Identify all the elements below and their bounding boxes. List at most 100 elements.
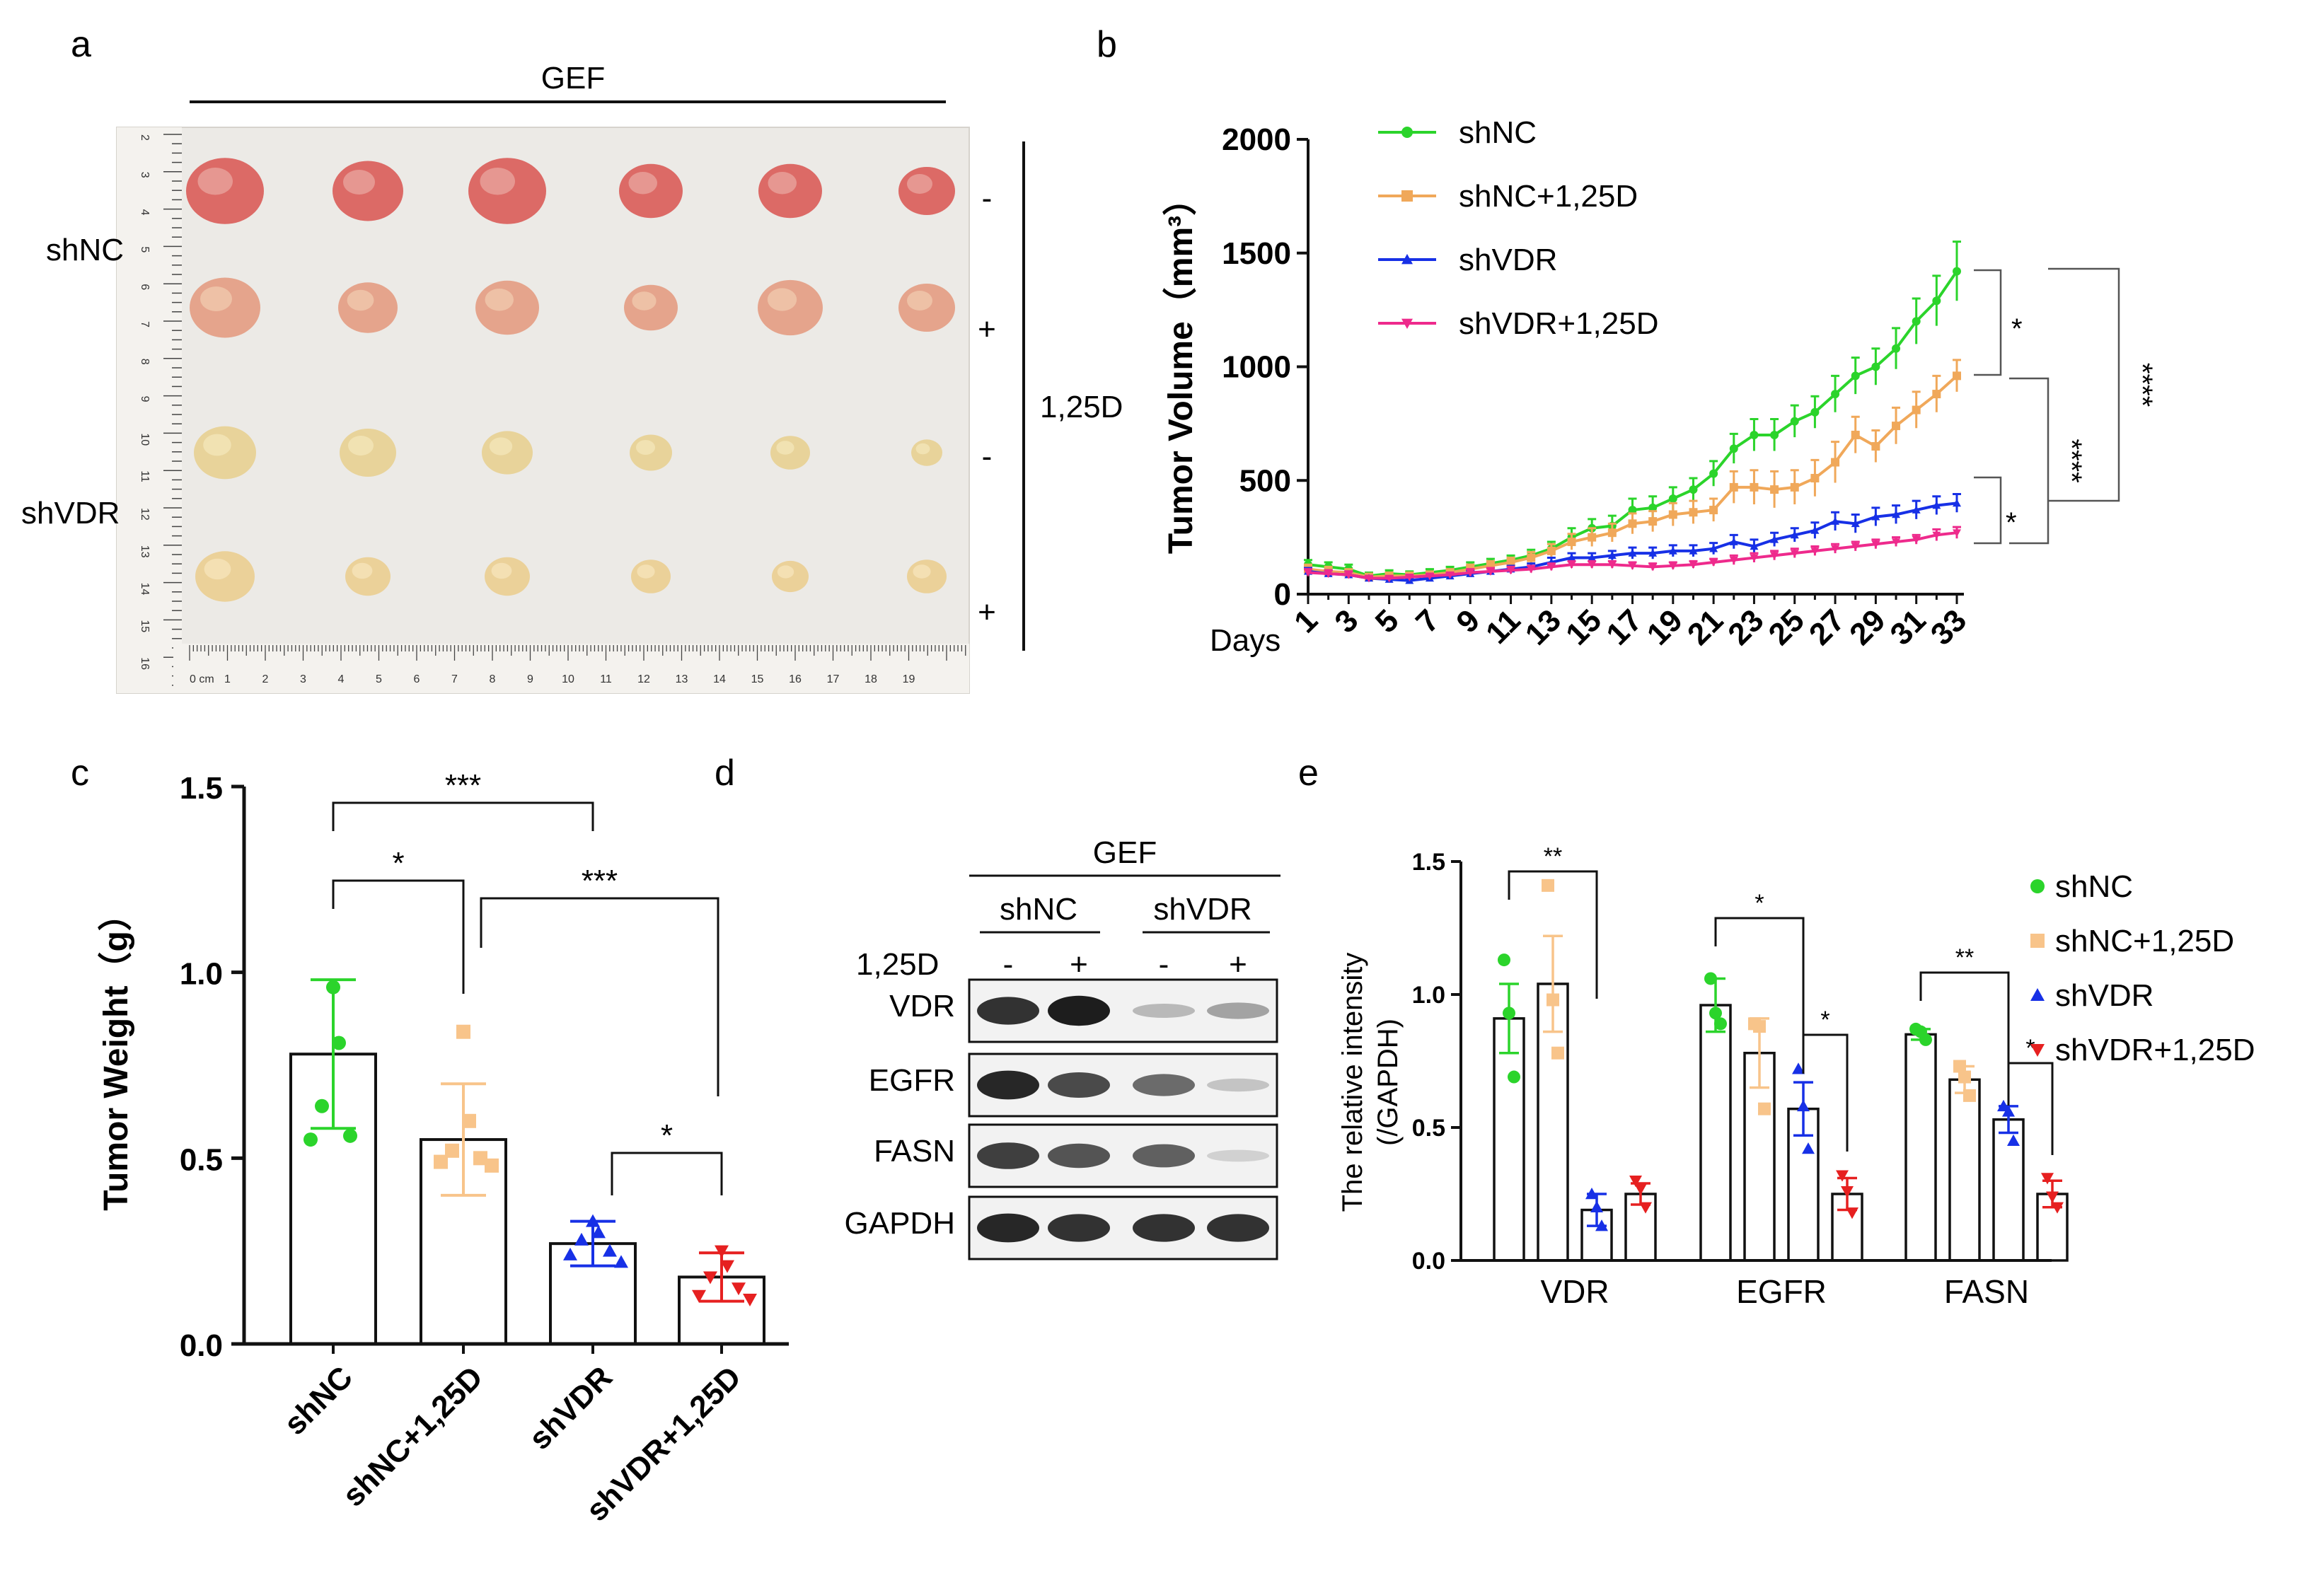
b-sig-1-label: * [2011, 313, 2023, 344]
e-sig-1-label: ** [1544, 843, 1562, 870]
b-sig-1 [1974, 269, 2002, 376]
c-ytick: 0.5 [180, 1142, 223, 1177]
d-blot-GAPDH: GAPDH [845, 1195, 1278, 1260]
e-point [1639, 1202, 1652, 1214]
e-point [1919, 1033, 1932, 1046]
b-point [1588, 561, 1597, 569]
b-point [1831, 545, 1840, 553]
gef-title-a: GEF [541, 61, 605, 95]
ruler-bottom-tick: 4 [338, 673, 345, 685]
b-ytick: 0 [1274, 577, 1291, 612]
e-point [2046, 1191, 2059, 1203]
d-band [1207, 1002, 1269, 1019]
e-point [1792, 1062, 1805, 1074]
b-xtick: 1 [1288, 603, 1324, 639]
b-point [1729, 444, 1738, 453]
d-band [977, 1213, 1039, 1243]
ruler-left-tick: 11 [139, 470, 151, 482]
b-point [1729, 556, 1738, 564]
c-point [343, 1128, 357, 1143]
treatment-mark-row2: + [978, 312, 996, 347]
b-point [1953, 371, 1961, 381]
b-point [1486, 568, 1495, 576]
c-xtick: shVDR [522, 1359, 619, 1456]
e-legend-marker [2030, 934, 2045, 948]
b-point [1750, 482, 1759, 492]
e-sig-5-label: * [2025, 1035, 2035, 1062]
b-point [1770, 485, 1779, 494]
b-xtick: 33 [1924, 603, 1973, 651]
e-group-VDR [1493, 879, 1657, 1262]
b-ytick: 500 [1239, 463, 1291, 498]
b-point [1729, 482, 1738, 492]
e-point [1802, 1142, 1815, 1154]
c-significance: ******** [332, 768, 723, 1195]
c-ytick: 1.0 [180, 957, 223, 992]
b-point [1932, 390, 1941, 399]
c-point [445, 1143, 459, 1158]
b-point [1689, 561, 1698, 569]
b-point [1851, 371, 1860, 381]
b-point [1851, 543, 1860, 551]
b-point [1953, 499, 1961, 507]
b-point [1871, 540, 1880, 549]
b-point [1668, 510, 1677, 519]
c-sig-4-label: * [661, 1118, 673, 1153]
c-group-shNC+1,25D [420, 1024, 507, 1345]
d-band [1207, 1214, 1269, 1242]
e-sig-2-label: * [1754, 890, 1764, 917]
e-sig-2 [1714, 917, 1805, 1045]
b-point [1790, 530, 1799, 539]
ruler-bottom-tick: 18 [865, 673, 877, 685]
b-legend-marker [1401, 318, 1413, 329]
b-point [1709, 506, 1718, 515]
b-point [1912, 536, 1921, 544]
e-xtick: VDR [1540, 1273, 1609, 1310]
b-point [1750, 554, 1759, 562]
b-point [1750, 430, 1759, 439]
e-ytick: 0.0 [1412, 1248, 1445, 1275]
b-point [1648, 563, 1658, 572]
c-group-shNC [289, 978, 377, 1345]
b-point [1628, 562, 1637, 570]
b-point [1871, 512, 1880, 521]
e-sig-4-label: ** [1955, 944, 1974, 971]
c-point [485, 1158, 499, 1173]
b-point [1912, 506, 1921, 514]
e-point [2007, 1134, 2020, 1146]
b-point [1344, 571, 1353, 579]
e-legend-label: shNC [2055, 869, 2133, 904]
d-band [1133, 1214, 1195, 1242]
ruler-bottom-tick: 5 [376, 673, 382, 685]
ruler-left-tick: 7 [139, 321, 151, 327]
e-legend-label: shNC+1,25D [2055, 924, 2234, 958]
d-blot-label: EGFR [869, 1063, 955, 1098]
b-point [1405, 574, 1414, 581]
c-point [563, 1247, 577, 1260]
b-series-shVDR+1,25D [1304, 526, 1961, 583]
e-sig-3 [1802, 1033, 1849, 1152]
b-point [1324, 570, 1333, 579]
c-sig-3 [480, 897, 719, 1096]
b-point [1790, 482, 1799, 492]
d-lane-mark: + [1229, 947, 1247, 982]
e-bar [1948, 1078, 1981, 1262]
e-point [2041, 1173, 2054, 1185]
e-point [1585, 1188, 1598, 1200]
ruler-bottom-tick: 10 [562, 673, 574, 685]
b-ytick: 1500 [1222, 236, 1291, 271]
c-point [692, 1289, 706, 1303]
b-point [1668, 562, 1677, 570]
b-point [1628, 549, 1637, 557]
tumor-photo [117, 127, 969, 693]
panel-label-c: c [71, 753, 89, 794]
b-point [1425, 572, 1434, 581]
ruler-left-tick: 13 [139, 545, 151, 558]
b-xtick: 3 [1328, 603, 1365, 639]
ruler-bottom-tick: 6 [414, 673, 420, 685]
b-point [1567, 538, 1576, 547]
e-point [1498, 953, 1510, 967]
b-point [1668, 546, 1677, 555]
b-point [1709, 544, 1718, 552]
